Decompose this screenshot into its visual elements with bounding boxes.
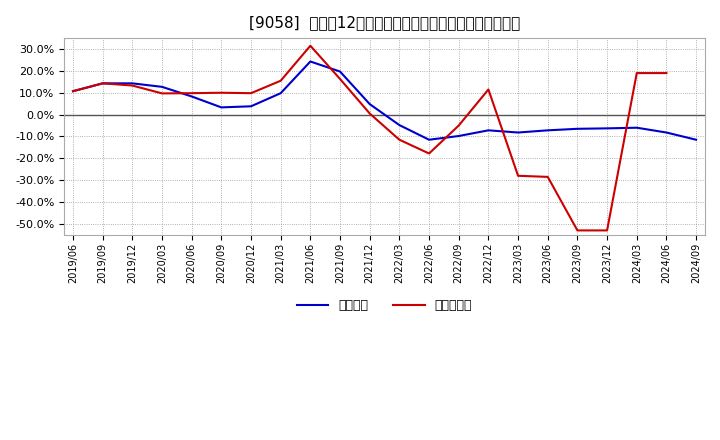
当期純利益 — [425, 151, 433, 156]
経常利益 — [68, 88, 77, 94]
当期純利益 — [514, 173, 523, 179]
当期純利益 — [662, 70, 671, 76]
当期純利益 — [99, 81, 107, 86]
経常利益 — [187, 94, 196, 99]
経常利益 — [128, 81, 137, 86]
経常利益 — [247, 104, 256, 109]
経常利益 — [692, 137, 701, 143]
当期純利益 — [247, 91, 256, 96]
経常利益 — [306, 59, 315, 64]
当期純利益 — [632, 70, 641, 76]
経常利益 — [454, 133, 463, 139]
Legend: 経常利益, 当期純利益: 経常利益, 当期純利益 — [292, 294, 477, 317]
Line: 経常利益: 経常利益 — [73, 62, 696, 140]
経常利益 — [158, 84, 166, 89]
経常利益 — [276, 91, 285, 96]
経常利益 — [632, 125, 641, 130]
当期純利益 — [544, 174, 552, 180]
当期純利益 — [365, 111, 374, 116]
当期純利益 — [573, 228, 582, 233]
経常利益 — [484, 128, 492, 133]
経常利益 — [99, 81, 107, 86]
経常利益 — [365, 102, 374, 107]
当期純利益 — [454, 123, 463, 128]
当期純利益 — [336, 76, 344, 81]
経常利益 — [603, 126, 611, 131]
経常利益 — [336, 69, 344, 74]
当期純利益 — [276, 78, 285, 83]
経常利益 — [573, 126, 582, 132]
当期純利益 — [187, 91, 196, 96]
経常利益 — [514, 130, 523, 135]
当期純利益 — [217, 90, 225, 95]
経常利益 — [395, 122, 404, 128]
当期純利益 — [306, 43, 315, 48]
当期純利益 — [603, 228, 611, 233]
経常利益 — [425, 137, 433, 143]
経常利益 — [544, 128, 552, 133]
当期純利益 — [395, 137, 404, 143]
当期純利益 — [158, 91, 166, 96]
当期純利益 — [68, 88, 77, 94]
Line: 当期純利益: 当期純利益 — [73, 46, 667, 231]
Title: [9058]  利益だ12か月移動合計の対前年同期増減率の推移: [9058] 利益だ12か月移動合計の対前年同期増減率の推移 — [249, 15, 520, 30]
当期純利益 — [484, 87, 492, 92]
経常利益 — [217, 105, 225, 110]
経常利益 — [662, 130, 671, 135]
当期純利益 — [128, 83, 137, 88]
